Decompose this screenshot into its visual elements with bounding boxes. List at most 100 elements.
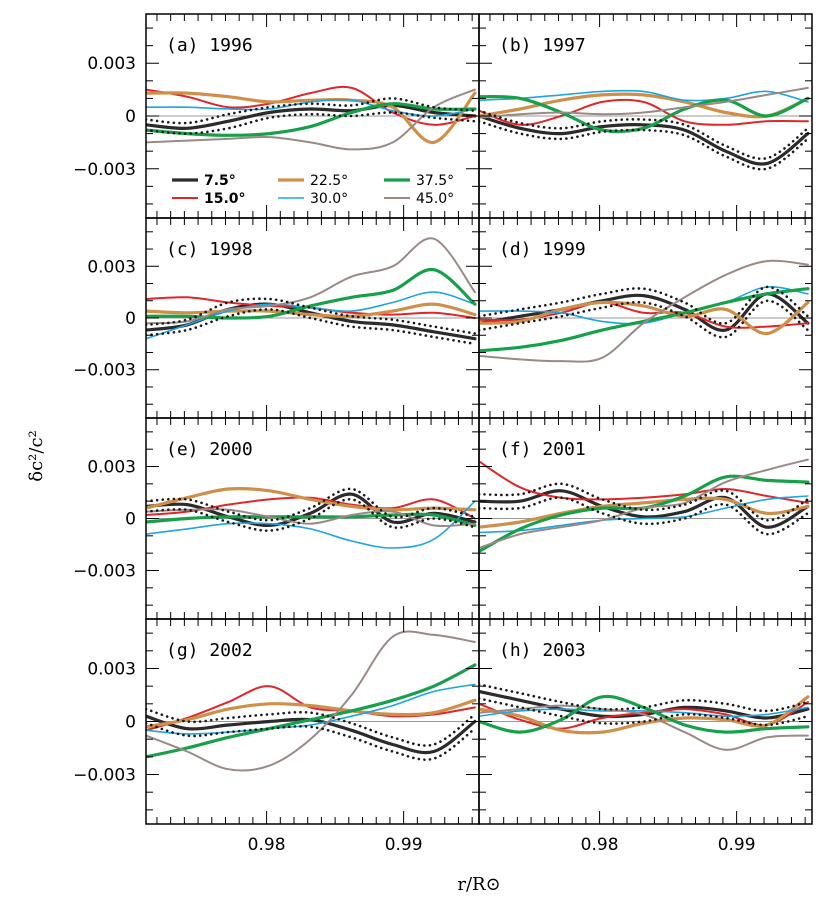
- y-tick-label: −0.003: [73, 766, 136, 786]
- series-line: [146, 508, 476, 528]
- series-line: [479, 460, 809, 504]
- plot-area: [479, 259, 810, 363]
- error-band: [479, 285, 810, 325]
- y-tick-label: 0.003: [87, 458, 136, 478]
- error-band: [146, 498, 477, 532]
- panel-title: (e) 2000: [166, 439, 253, 460]
- y-tick-label: −0.003: [73, 561, 136, 581]
- error-band: [479, 109, 810, 161]
- plot-area: [146, 85, 477, 151]
- plot-area: [479, 683, 810, 751]
- series-line: [479, 98, 809, 126]
- series-line: [479, 706, 809, 718]
- series-line: [146, 663, 477, 759]
- panel-title: (b) 1997: [499, 35, 586, 56]
- error-band: [479, 683, 810, 713]
- error-band: [479, 120, 810, 171]
- series-line: [479, 300, 810, 336]
- series-line: [146, 268, 477, 320]
- y-tick-label: 0: [125, 510, 136, 530]
- panel-title: (f) 2001: [499, 439, 586, 460]
- panel-title: (c) 1998: [166, 239, 253, 260]
- legend-label: 30.0°: [310, 191, 348, 207]
- panel-title: (h) 2003: [499, 640, 586, 661]
- plot-area: [479, 458, 810, 553]
- series-line: [479, 287, 810, 353]
- series-line: [479, 695, 810, 735]
- series-line: [479, 458, 809, 549]
- series-line: [146, 512, 477, 527]
- y-tick-label: 0.003: [87, 659, 136, 679]
- y-tick-label: −0.003: [73, 160, 136, 180]
- series-line: [479, 89, 809, 103]
- x-tick-label: 0.99: [385, 835, 423, 855]
- error-band: [146, 722, 477, 761]
- series-line: [479, 704, 809, 751]
- x-axis-label: r/R⊙: [457, 874, 500, 895]
- series-line: [146, 85, 476, 126]
- y-tick-label: 0: [125, 309, 136, 329]
- legend-label: 15.0°: [204, 191, 246, 207]
- panel-title: (d) 1999: [499, 239, 586, 260]
- series-line: [479, 292, 810, 332]
- x-tick-label: 0.98: [248, 835, 286, 855]
- series-line: [146, 237, 476, 325]
- plot-area: [146, 630, 477, 772]
- panel-title: (g) 2002: [166, 640, 253, 661]
- y-tick-label: 0.003: [87, 257, 136, 277]
- series-line: [479, 95, 810, 134]
- series-line: [146, 91, 477, 144]
- panel-e: −0.003 0 0.003 (e) 2000: [73, 417, 480, 620]
- series-line: [479, 495, 809, 534]
- plot-area: [479, 86, 810, 171]
- panel-g: −0.003 0 0.003 0.98 0.99 (g) 2002: [73, 618, 480, 855]
- plot-area: [146, 237, 477, 346]
- y-tick-label: −0.003: [73, 361, 136, 381]
- legend-label: 7.5°: [204, 173, 236, 189]
- x-tick-label: 0.99: [718, 835, 756, 855]
- panel-title: (a) 1996: [166, 35, 253, 56]
- series-line: [146, 98, 476, 117]
- y-tick-label: 0: [125, 713, 136, 733]
- series-line: [479, 86, 809, 119]
- error-band: [479, 299, 810, 339]
- series-line: [146, 500, 476, 549]
- legend-label: 45.0°: [416, 191, 454, 207]
- plot-area: [146, 486, 477, 549]
- series-line: [479, 114, 810, 166]
- error-band: [146, 97, 477, 125]
- legend-label: 22.5°: [310, 173, 348, 189]
- panel-b: (b) 1997: [478, 13, 813, 219]
- series-line: [146, 102, 477, 137]
- panel-h: 0.98 0.99 (h) 2003: [478, 618, 813, 855]
- series-line: [146, 486, 477, 512]
- series-line: [146, 685, 476, 732]
- panel-f: (f) 2001: [478, 417, 813, 620]
- panel-d: (d) 1999: [478, 217, 813, 419]
- series-line: [146, 291, 476, 340]
- series-line: [479, 496, 810, 529]
- series-line: [479, 92, 810, 119]
- series-line: [146, 88, 476, 151]
- series-line: [146, 630, 476, 772]
- error-band: [479, 697, 810, 727]
- series-line: [479, 489, 810, 529]
- legend: 7.5° 15.0° 22.5° 30.0° 37.5° 45.0°: [172, 173, 454, 207]
- series-line: [479, 474, 810, 553]
- error-band: [146, 487, 477, 522]
- series-line: [146, 698, 477, 729]
- error-band: [146, 308, 477, 346]
- y-axis-label: δc²/c²: [26, 430, 47, 482]
- legend-label: 37.5°: [416, 173, 454, 189]
- error-band: [146, 707, 477, 747]
- y-tick-label: 0: [125, 107, 136, 127]
- y-tick-label: 0.003: [87, 54, 136, 74]
- series-line: [479, 259, 809, 363]
- panel-a: −0.003 0 0.003 (a) 1996: [73, 13, 480, 219]
- panel-c: −0.003 0 0.003 (c) 1998: [73, 217, 480, 419]
- series-line: [146, 103, 477, 130]
- x-tick-label: 0.98: [581, 835, 619, 855]
- series-line: [146, 302, 477, 319]
- series-line: [146, 683, 476, 735]
